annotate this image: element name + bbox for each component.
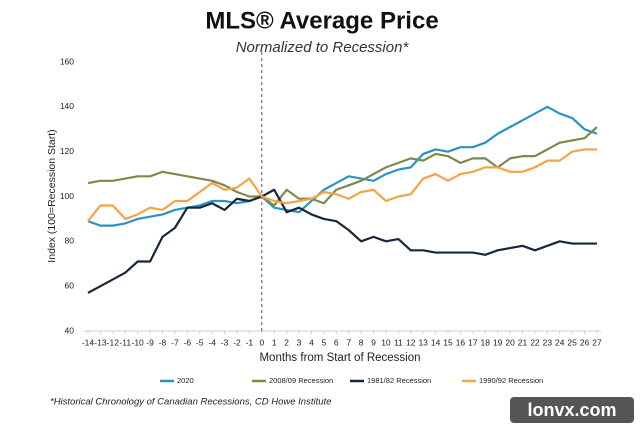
x-tick-label: 20: [505, 337, 515, 347]
x-tick-label: 13: [418, 337, 428, 347]
x-tick-label: 10: [381, 337, 391, 347]
x-tick-label: 6: [334, 337, 339, 347]
x-tick-label: 14: [431, 337, 441, 347]
x-tick-label: -12: [107, 337, 120, 347]
x-tick-label: -10: [132, 337, 145, 347]
x-tick-label: -4: [208, 337, 216, 347]
x-tick-label: -13: [94, 337, 107, 347]
x-tick-label: 9: [371, 337, 376, 347]
x-tick-label: 21: [518, 337, 528, 347]
x-tick-label: 1: [272, 337, 277, 347]
y-tick-label: 60: [65, 280, 75, 290]
x-tick-label: -2: [233, 337, 241, 347]
x-tick-label: -9: [146, 337, 154, 347]
x-tick-label: 23: [543, 337, 553, 347]
x-tick-label: 3: [297, 337, 302, 347]
x-axis-title: Months from Start of Recession: [259, 352, 420, 364]
x-tick-label: -14: [82, 337, 95, 347]
series-line: [87, 188, 597, 294]
x-tick-label: -6: [184, 337, 192, 347]
x-tick-label: 18: [481, 337, 491, 347]
x-tick-label: 8: [359, 337, 364, 347]
x-tick-label: 2: [284, 337, 289, 347]
watermark-box: [510, 397, 634, 423]
x-tick-label: 24: [555, 337, 565, 347]
y-tick-label: 100: [60, 191, 74, 201]
series-line: [87, 148, 597, 222]
y-axis-title: Index (100=Recession Start): [46, 129, 58, 262]
x-tick-label: 16: [456, 337, 466, 347]
chart-subtitle: Normalized to Recession*: [236, 39, 410, 56]
x-tick-label: -7: [171, 337, 179, 347]
x-tick-label: 26: [580, 337, 590, 347]
series-line: [87, 126, 598, 207]
footnote: *Historical Chronology of Canadian Reces…: [50, 397, 331, 408]
x-tick-label: 0: [259, 337, 264, 347]
legend-label: 1981/82 Recession: [367, 376, 431, 385]
y-tick-label: 120: [60, 146, 74, 156]
x-tick-label: 25: [567, 337, 577, 347]
x-tick-label: -11: [119, 337, 131, 347]
x-tick-label: 4: [309, 337, 314, 347]
x-tick-label: -8: [159, 337, 167, 347]
x-tick-label: 5: [322, 337, 327, 347]
x-tick-label: -5: [196, 337, 204, 347]
y-tick-label: 160: [60, 56, 74, 66]
chart-title: MLS® Average Price: [205, 7, 438, 34]
x-tick-label: 11: [394, 337, 403, 347]
x-tick-label: -3: [221, 337, 229, 347]
series-line: [87, 105, 598, 227]
y-tick-label: 140: [60, 101, 74, 111]
legend-label: 2008/09 Recession: [269, 376, 333, 385]
x-tick-label: 19: [493, 337, 503, 347]
x-tick-label: 27: [592, 337, 602, 347]
watermark: lonvx.com: [527, 400, 616, 420]
x-tick-label: 7: [346, 337, 351, 347]
x-tick-label: 12: [406, 337, 416, 347]
legend-label: 2020: [177, 376, 194, 385]
x-tick-label: -1: [246, 337, 254, 347]
x-tick-label: 17: [468, 337, 478, 347]
y-tick-label: 40: [65, 325, 75, 335]
legend-label: 1990/92 Recession: [479, 376, 543, 385]
y-tick-label: 80: [65, 236, 75, 246]
x-tick-label: 22: [530, 337, 540, 347]
x-tick-label: 15: [443, 337, 453, 347]
